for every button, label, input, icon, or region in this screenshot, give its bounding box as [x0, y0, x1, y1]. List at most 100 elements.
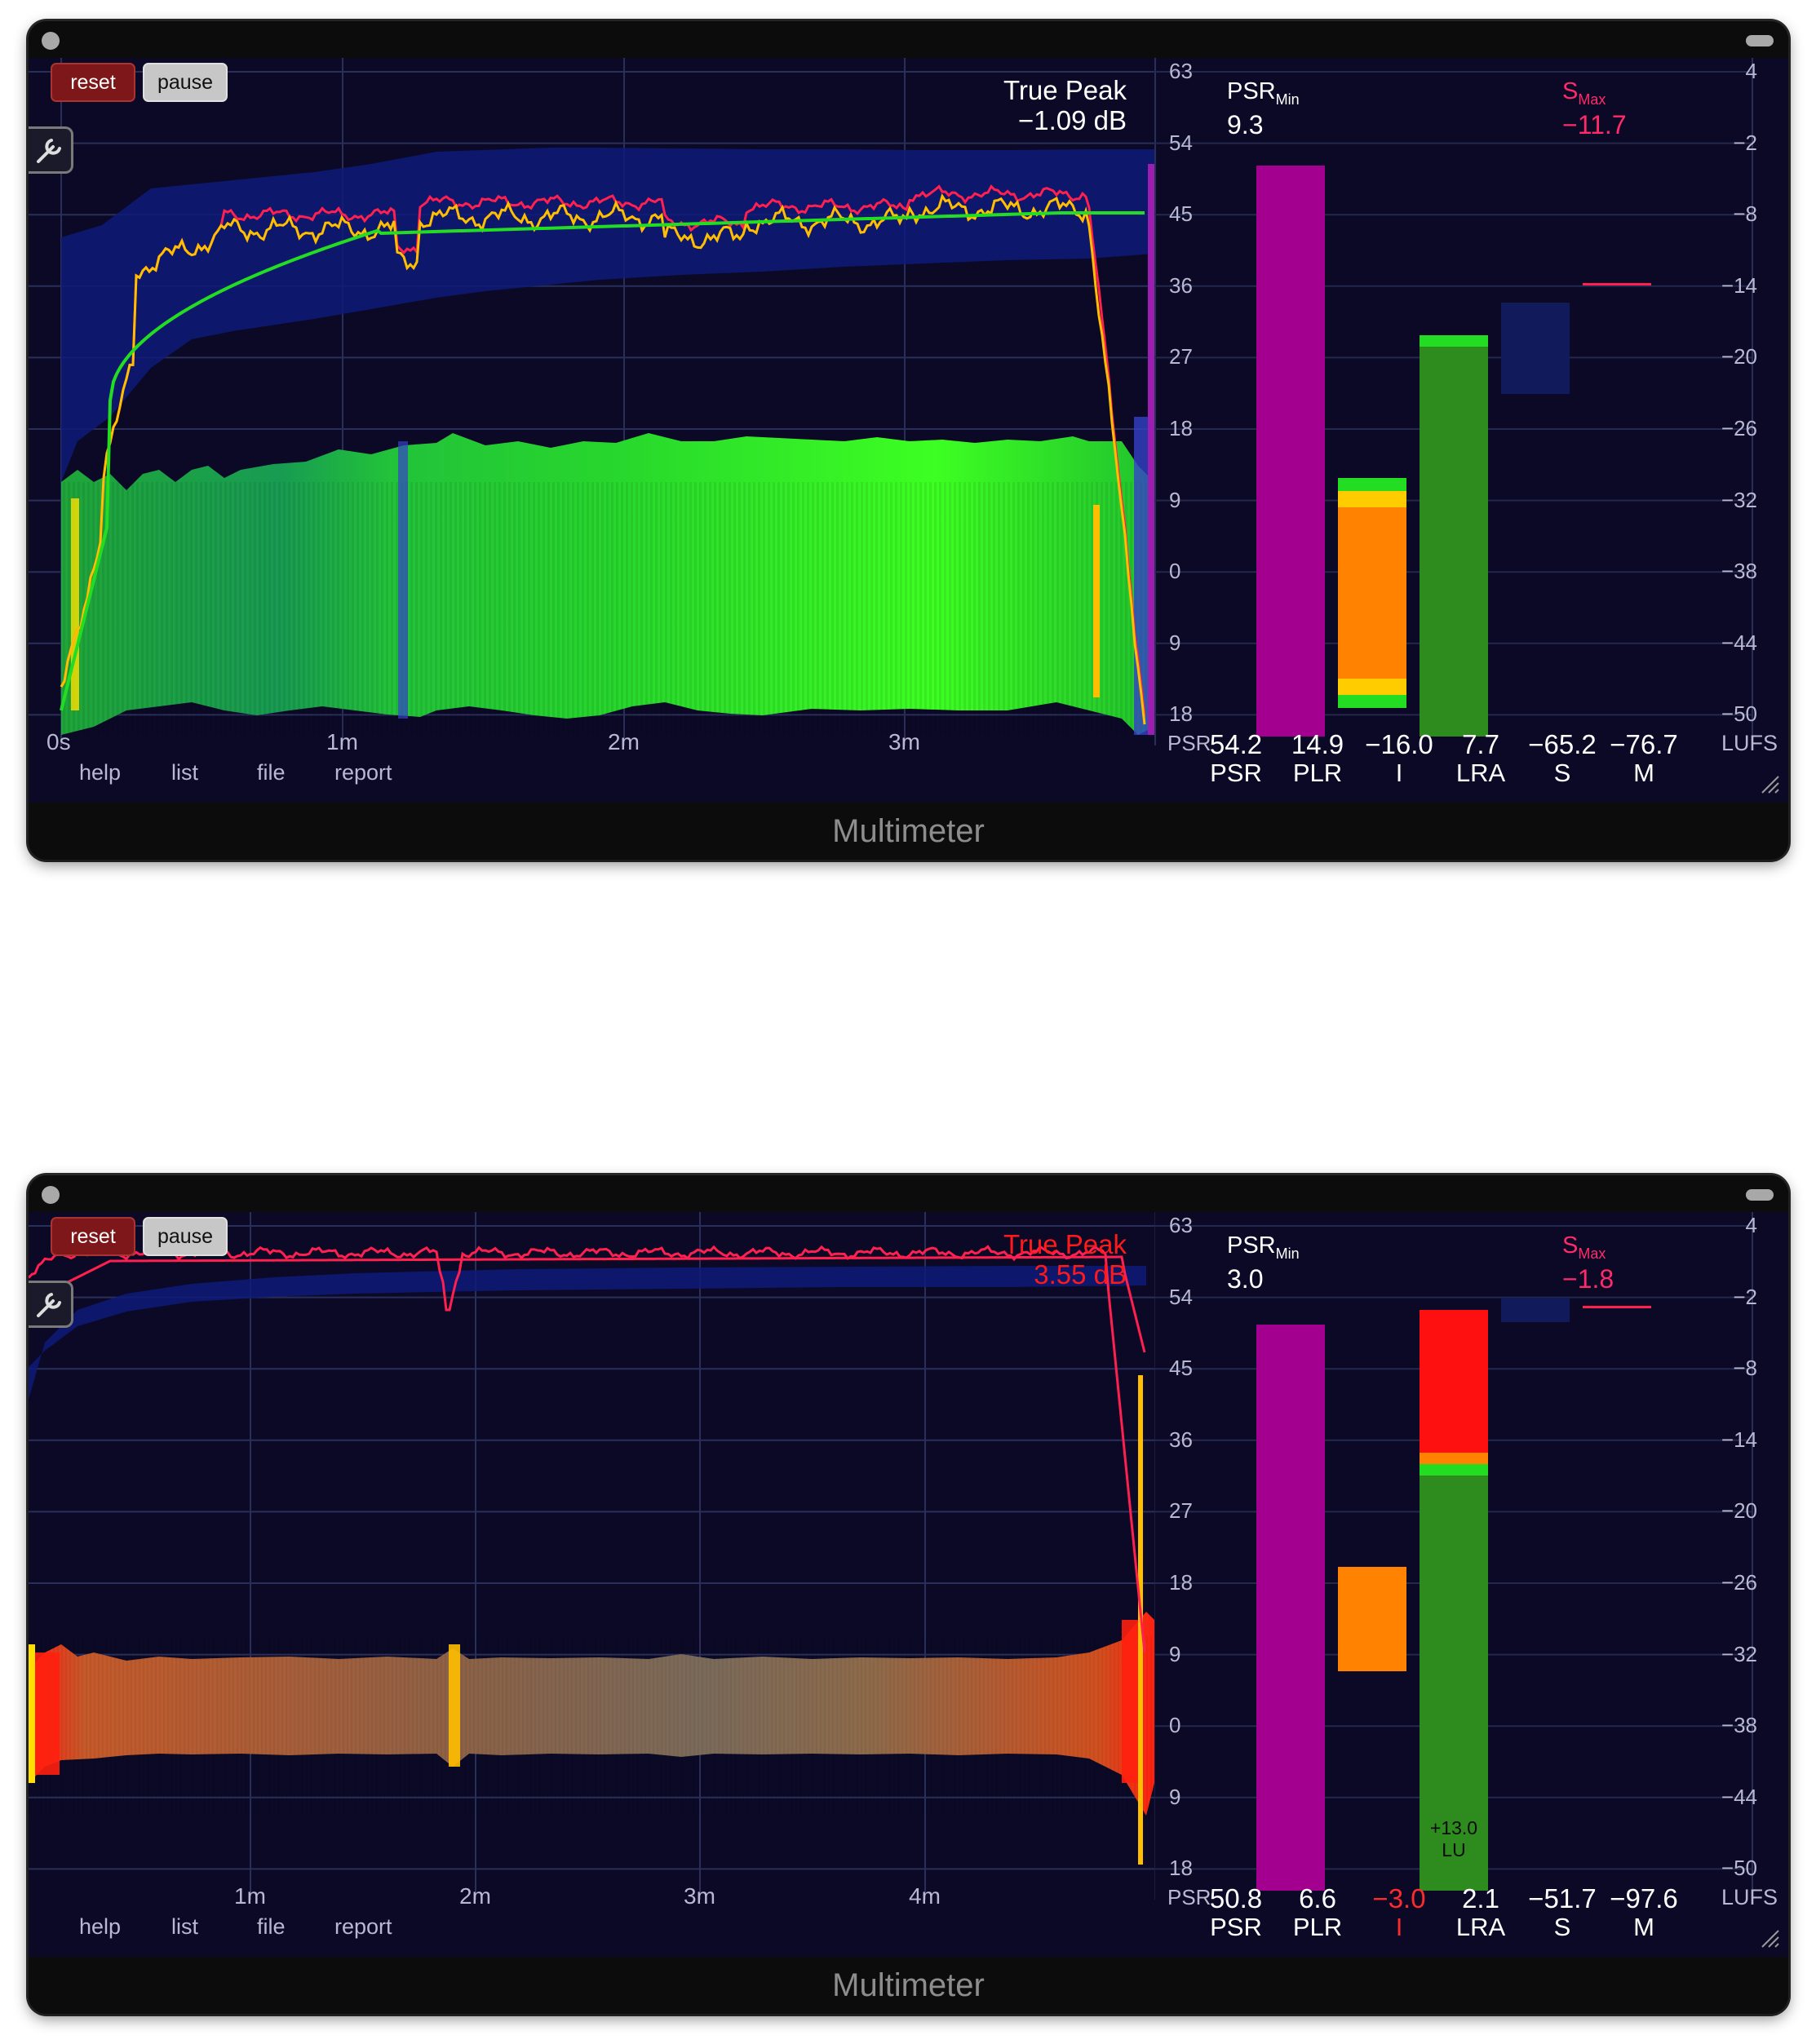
menu-item-help[interactable]: help: [79, 1914, 122, 1939]
menu-item-list[interactable]: list: [171, 1914, 198, 1939]
true-peak-label: True Peak: [1003, 75, 1127, 105]
short-term-line: [60, 193, 1146, 725]
psr-axis-label: PSR: [1167, 731, 1211, 755]
close-dot-icon[interactable]: [42, 1186, 60, 1204]
s-max: SMax −11.7: [1562, 78, 1627, 140]
short-term-marker: [1583, 1306, 1651, 1308]
pause-button[interactable]: pause: [143, 63, 228, 102]
psr-axis-tick: 63: [1169, 1213, 1193, 1237]
true-peak-readout: True Peak −1.09 dB: [1003, 75, 1127, 135]
close-dot-icon[interactable]: [42, 32, 60, 50]
integrated-bar: [1420, 347, 1488, 737]
psr-axis-tick: 45: [1169, 1356, 1193, 1381]
lufs-axis-tick: −8: [1733, 1356, 1757, 1381]
menu-item-file[interactable]: file: [257, 1914, 286, 1939]
s-max-sub: Max: [1578, 91, 1606, 108]
true-peak-value: −1.09 dB: [1017, 105, 1127, 135]
time-label: 1m: [326, 729, 358, 754]
s-max-label: S: [1562, 1232, 1579, 1259]
psr-axis-tick: 27: [1169, 344, 1193, 369]
reset-button[interactable]: reset: [51, 1217, 135, 1256]
reset-button[interactable]: reset: [51, 63, 135, 102]
lufs-axis-tick: −38: [1721, 1713, 1757, 1738]
readout-value-i: −16.0: [1365, 729, 1433, 759]
lufs-axis-tick: −50: [1721, 701, 1757, 727]
psr-min-sub: Min: [1275, 91, 1300, 108]
readout-value-plr: 14.9: [1291, 729, 1344, 759]
readout-label-psr: PSR: [1210, 759, 1262, 787]
integrated-bar: [1420, 1475, 1488, 1891]
lra-box: [1501, 1298, 1570, 1322]
wrench-icon[interactable]: [29, 126, 73, 174]
time-label: 2m: [608, 729, 640, 754]
peak-column: [1093, 505, 1100, 697]
readout-value-m: −97.6: [1610, 1883, 1678, 1913]
time-label: 3m: [684, 1883, 715, 1909]
lra-band: [61, 148, 1154, 482]
readout-label-plr: PLR: [1292, 759, 1343, 787]
title-bar[interactable]: [29, 1175, 1788, 1212]
lufs-axis-tick: −32: [1721, 487, 1757, 512]
integrated-top: [1420, 335, 1488, 347]
time-label: 4m: [909, 1883, 941, 1909]
window-title: Multimeter: [29, 803, 1788, 860]
integrated-red: [1420, 1310, 1488, 1453]
wrench-icon[interactable]: [29, 1281, 73, 1328]
psr-min-value: 9.3: [1227, 109, 1264, 139]
psr-axis-tick: 54: [1169, 1284, 1193, 1309]
start-peak: [29, 1644, 35, 1783]
collapse-pill-icon[interactable]: [1746, 1189, 1774, 1201]
menu-item-file[interactable]: file: [257, 760, 286, 785]
multimeter-window-2: reset pause True Peak 3.55 dB PSRMin 3.0…: [29, 1175, 1788, 2014]
s-max-value: −1.8: [1562, 1263, 1614, 1294]
psr-axis-tick: 63: [1169, 59, 1193, 83]
true-peak-line: [60, 184, 1146, 717]
menu-item-list[interactable]: list: [171, 760, 198, 785]
psr-axis-tick: 18: [1169, 416, 1193, 440]
readout-value-i: −3.0: [1372, 1883, 1426, 1913]
lufs-axis-tick: −14: [1721, 1427, 1757, 1452]
psr-bar: [1256, 166, 1325, 737]
psr-axis-tick: 18: [1169, 1570, 1193, 1595]
readout-label-m: M: [1633, 1913, 1654, 1941]
readout-label-lra: LRA: [1455, 1913, 1506, 1941]
psr-min-label: PSR: [1227, 1232, 1276, 1259]
lufs-axis-tick: −26: [1721, 416, 1757, 440]
psr-axis-tick: 36: [1169, 272, 1193, 298]
resize-grip-icon[interactable]: [1759, 773, 1780, 794]
psr-axis-tick: 9: [1169, 487, 1181, 512]
psr-min-value: 3.0: [1227, 1263, 1264, 1294]
psr-min: PSRMin 9.3: [1227, 78, 1300, 140]
title-bar[interactable]: [29, 21, 1788, 58]
integrated-line: [29, 1255, 1146, 1353]
menu-item-help[interactable]: help: [79, 760, 122, 785]
menu-item-report[interactable]: report: [334, 1914, 392, 1939]
history-plot: [29, 1212, 1154, 1900]
readout-label-plr: PLR: [1292, 1913, 1343, 1941]
resize-grip-icon[interactable]: [1759, 1927, 1780, 1949]
plr-top-green: [1338, 478, 1406, 491]
readout-label-i: I: [1395, 1913, 1403, 1941]
collapse-pill-icon[interactable]: [1746, 35, 1774, 46]
lufs-axis-label: LUFS: [1721, 1885, 1778, 1909]
psr-axis-label: PSR: [1167, 1885, 1211, 1909]
psr-axis-tick: 18: [1169, 1856, 1193, 1881]
psr-axis-tick: 0: [1169, 559, 1181, 584]
readout-value-psr: 54.2: [1209, 729, 1263, 759]
readout-label-i: I: [1395, 759, 1403, 787]
lufs-axis-tick: −2: [1733, 130, 1757, 155]
plr-bar: [1338, 1567, 1406, 1671]
psr-axis-tick: 18: [1169, 701, 1193, 727]
lufs-axis-tick: −2: [1733, 1284, 1757, 1309]
multimeter-window-1: reset pause True Peak −1.09 dB PSRMin 9.…: [29, 21, 1788, 860]
lufs-axis-tick: −44: [1721, 630, 1757, 655]
lufs-axis-tick: 4: [1745, 59, 1757, 83]
pause-button[interactable]: pause: [143, 1217, 228, 1256]
psr-min: PSRMin 3.0: [1227, 1232, 1300, 1294]
lra-band: [29, 1266, 1146, 1400]
menu-item-report[interactable]: report: [334, 760, 392, 785]
lufs-axis-label: LUFS: [1721, 731, 1778, 755]
lufs-axis-tick: 4: [1745, 1213, 1757, 1237]
lu-overshoot-label: +13.0 LU: [1429, 1817, 1478, 1860]
readout-label-psr: PSR: [1210, 1913, 1262, 1941]
